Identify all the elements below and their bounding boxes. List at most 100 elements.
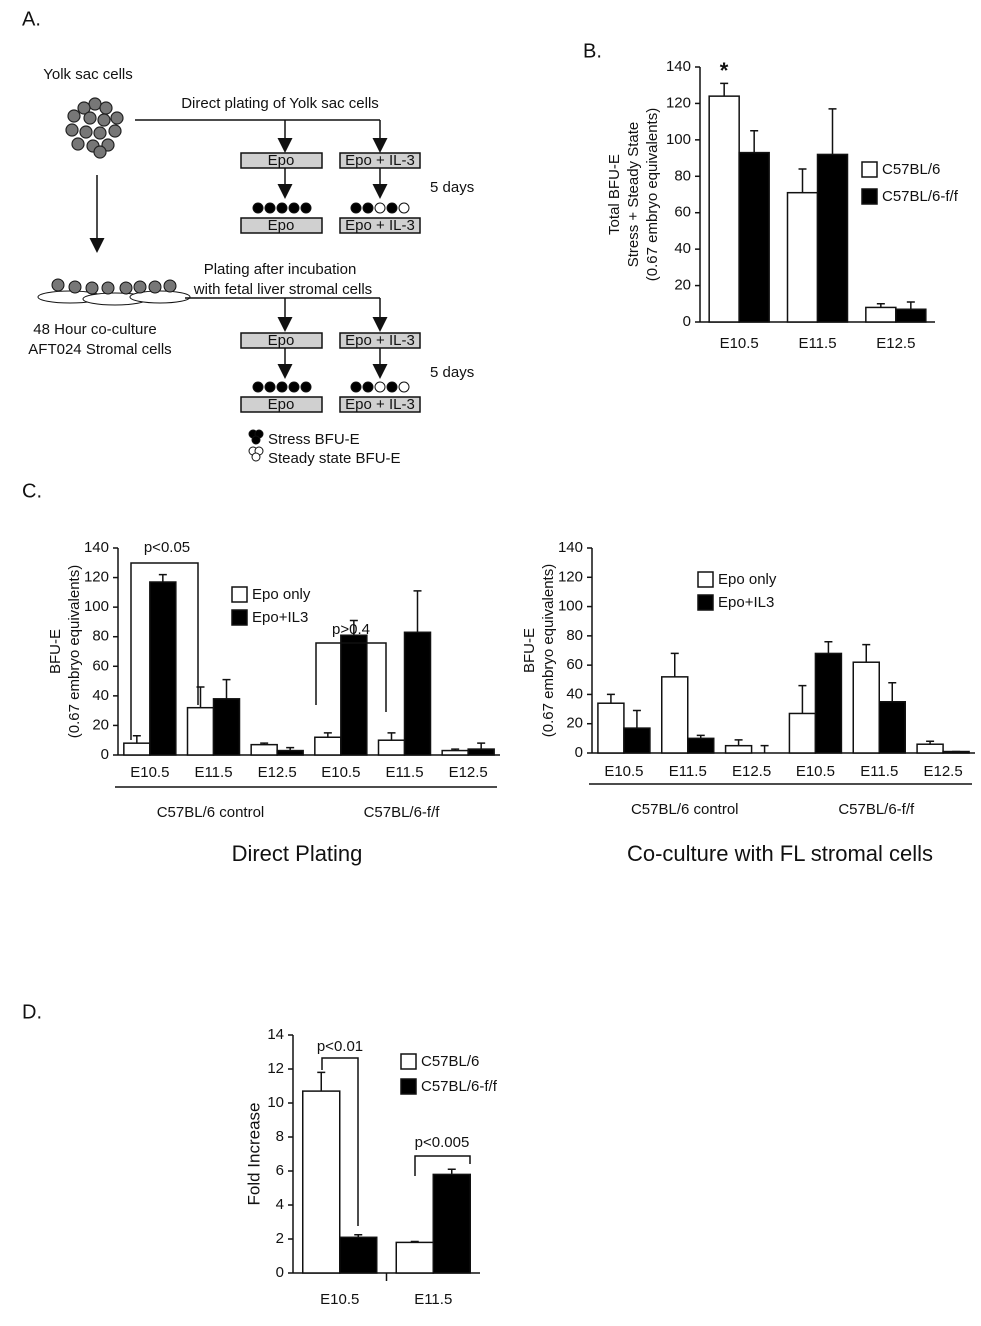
panel-label: A. xyxy=(22,8,41,30)
error-bar xyxy=(349,619,358,636)
error-bar xyxy=(760,744,769,753)
y-tick-label: 0 xyxy=(276,1264,284,1281)
y-tick-label: 0 xyxy=(101,746,109,763)
bar xyxy=(403,631,432,756)
diagram: A. Yolk sac cells Direct plating of Yolk… xyxy=(22,8,474,467)
error-bar xyxy=(888,681,897,702)
y-axis-label: Stress + Steady State xyxy=(625,122,642,268)
x-tick-label: E11.5 xyxy=(798,335,836,352)
bar xyxy=(395,1241,434,1274)
bar xyxy=(467,748,495,756)
y-tick-label: 80 xyxy=(674,167,691,184)
x-tick-label: E10.5 xyxy=(321,764,360,781)
x-tick-label: E12.5 xyxy=(449,764,488,781)
y-tick-label: 12 xyxy=(267,1060,284,1077)
y-tick-label: 100 xyxy=(558,598,583,615)
y-tick-label: 0 xyxy=(575,744,583,761)
error-bar xyxy=(876,303,885,308)
x-tick-label: E11.5 xyxy=(385,764,423,781)
y-tick-label: 40 xyxy=(566,685,583,702)
error-bar xyxy=(906,301,915,310)
medium-box xyxy=(240,332,323,349)
bar xyxy=(623,727,651,754)
error-bar xyxy=(323,732,332,738)
legend-swatch xyxy=(231,609,248,626)
x-tick-label: E10.5 xyxy=(720,335,759,352)
bar xyxy=(339,1236,378,1274)
medium-label: Epo xyxy=(268,217,295,234)
group-label: C57BL/6-f/f xyxy=(838,801,915,818)
legend-swatch xyxy=(697,594,714,611)
annotation: p>0.4 xyxy=(332,621,370,638)
y-tick-label: 100 xyxy=(666,131,691,148)
legend-swatch xyxy=(400,1078,417,1095)
y-tick-label: 120 xyxy=(558,568,583,585)
error-bar xyxy=(824,640,833,654)
y-tick-label: 20 xyxy=(566,715,583,732)
y-tick-label: 10 xyxy=(267,1094,284,1111)
legend-swatch xyxy=(697,571,714,588)
error-bar xyxy=(926,740,935,745)
medium-label: Epo xyxy=(268,152,295,169)
diagram-text: with fetal liver stromal cells xyxy=(193,281,372,298)
y-tick-label: 100 xyxy=(84,598,109,615)
bar xyxy=(708,95,740,323)
y-axis-label: Total BFU-E xyxy=(606,154,623,235)
diagram-text: Direct plating of Yolk sac cells xyxy=(181,95,379,112)
duration: 5 days xyxy=(430,179,474,196)
y-tick-label: 60 xyxy=(566,656,583,673)
error-bar xyxy=(606,693,615,704)
error-bar xyxy=(317,1071,326,1092)
annotation: p<0.005 xyxy=(415,1134,470,1151)
y-tick-label: 4 xyxy=(276,1196,284,1213)
error-bar xyxy=(132,735,141,744)
error-bar xyxy=(720,82,729,97)
error-bar xyxy=(354,1234,363,1238)
y-tick-label: 80 xyxy=(92,628,109,645)
x-tick-label: E12.5 xyxy=(923,763,962,780)
bar xyxy=(816,153,849,323)
medium-box xyxy=(339,217,421,234)
medium-label: Epo + IL-3 xyxy=(345,396,415,413)
bar xyxy=(340,634,368,756)
significance-bracket xyxy=(315,642,387,712)
y-tick-label: 6 xyxy=(276,1162,284,1179)
medium-box xyxy=(240,217,323,234)
x-tick-label: E10.5 xyxy=(796,763,835,780)
group-label: C57BL/6-f/f xyxy=(364,804,441,821)
y-tick-label: 60 xyxy=(92,657,109,674)
chart-title: Direct Plating xyxy=(232,841,363,866)
y-tick-label: 8 xyxy=(276,1128,284,1145)
medium-label: Epo + IL-3 xyxy=(345,217,415,234)
error-bar xyxy=(696,734,705,739)
y-tick-label: 0 xyxy=(683,313,691,330)
bar xyxy=(314,736,342,756)
duration: 5 days xyxy=(430,364,474,381)
error-bar xyxy=(387,732,396,741)
y-axis-label: BFU-E xyxy=(47,629,64,674)
annotation: p<0.01 xyxy=(317,1038,363,1055)
x-tick-label: E10.5 xyxy=(130,764,169,781)
significance-bracket xyxy=(414,1155,471,1176)
bar xyxy=(724,744,753,754)
diagram-text: Plating after incubation xyxy=(204,261,357,278)
bar xyxy=(302,1090,341,1274)
bar xyxy=(814,652,843,754)
stromal-cells xyxy=(37,278,191,306)
bar xyxy=(895,308,927,323)
error-bar xyxy=(413,590,422,633)
panel-label: C. xyxy=(22,480,42,502)
x-tick-label: E11.5 xyxy=(669,763,707,780)
error-bar xyxy=(447,1168,456,1175)
diagram-text: Yolk sac cells xyxy=(43,66,133,83)
medium-label: Epo + IL-3 xyxy=(345,152,415,169)
bar xyxy=(788,712,817,754)
y-tick-label: 2 xyxy=(276,1230,284,1247)
x-tick-label: E11.5 xyxy=(860,763,898,780)
error-bar xyxy=(410,1240,419,1243)
y-axis-label: BFU-E xyxy=(521,628,538,673)
legend-text: C57BL/6-f/f xyxy=(882,188,959,205)
bar xyxy=(852,661,880,754)
y-axis-label: Fold Increase xyxy=(244,1103,263,1206)
bar xyxy=(276,749,304,756)
